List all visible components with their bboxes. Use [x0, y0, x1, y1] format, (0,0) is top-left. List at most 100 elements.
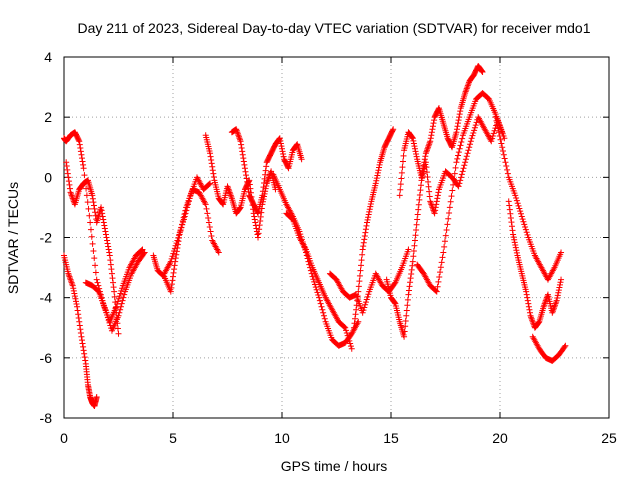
data-point	[204, 210, 211, 217]
data-point	[491, 127, 498, 134]
data-point	[502, 159, 509, 166]
data-point	[451, 170, 458, 177]
data-point	[120, 294, 127, 301]
data-point	[512, 192, 519, 199]
data-point	[90, 199, 97, 206]
data-point	[495, 129, 502, 136]
data-point	[389, 127, 396, 134]
data-point	[499, 148, 506, 155]
data-point	[362, 299, 369, 306]
data-point	[507, 214, 514, 221]
data-point	[403, 307, 410, 314]
data-point	[525, 300, 532, 307]
data-point	[436, 273, 443, 280]
data-point	[452, 164, 459, 171]
data-point	[207, 150, 214, 157]
data-point	[105, 243, 112, 250]
data-point	[263, 182, 270, 189]
data-point	[435, 189, 442, 196]
series-arc-n	[396, 63, 486, 199]
data-point	[461, 162, 468, 169]
data-point	[494, 121, 501, 128]
data-point	[215, 249, 222, 256]
data-point	[375, 167, 382, 174]
data-point	[81, 354, 88, 361]
series-arc-d	[82, 249, 148, 334]
data-point	[426, 193, 433, 200]
data-point	[510, 231, 517, 238]
data-point	[69, 282, 76, 289]
data-point	[504, 166, 511, 173]
data-point	[241, 165, 248, 172]
data-point	[453, 129, 460, 136]
data-point	[208, 160, 215, 167]
y-tick-label: -4	[40, 290, 53, 306]
data-point	[535, 319, 542, 326]
data-point	[458, 171, 465, 178]
data-point	[473, 119, 480, 126]
y-tick-label: -2	[40, 230, 53, 246]
data-point	[418, 174, 425, 181]
data-point	[402, 323, 409, 330]
data-point	[117, 290, 124, 297]
data-point	[411, 143, 418, 150]
data-point	[524, 231, 531, 238]
data-point	[115, 295, 122, 302]
data-point	[374, 169, 381, 176]
data-point	[456, 145, 463, 152]
data-point	[517, 208, 524, 215]
series-arc-k	[326, 246, 412, 316]
data-point	[115, 312, 122, 319]
data-point	[104, 311, 111, 318]
data-point	[238, 145, 245, 152]
data-point	[66, 181, 73, 188]
data-point	[255, 230, 262, 237]
data-point	[347, 340, 354, 347]
data-point	[417, 182, 424, 189]
data-point	[366, 206, 373, 213]
data-point	[459, 168, 466, 175]
data-point	[342, 324, 349, 331]
data-point	[169, 277, 176, 284]
data-point	[427, 138, 434, 145]
data-point	[511, 236, 518, 243]
data-point	[399, 158, 406, 165]
data-point	[174, 237, 181, 244]
data-point	[455, 120, 462, 127]
data-point	[512, 242, 519, 249]
data-point	[410, 248, 417, 255]
data-point	[555, 289, 562, 296]
data-point	[91, 255, 98, 262]
data-point	[70, 285, 77, 292]
data-point	[421, 156, 428, 163]
data-point	[257, 213, 264, 220]
data-point	[101, 222, 108, 229]
data-point	[76, 322, 83, 329]
data-point	[407, 275, 414, 282]
data-point	[511, 239, 518, 246]
data-point	[311, 278, 318, 285]
chart-ticks: 0 5 10 15 20 25 -8 -6 -4 -2 0 2 4	[40, 49, 617, 446]
data-point	[110, 284, 117, 291]
data-point	[409, 262, 416, 269]
data-point	[446, 210, 453, 217]
data-point	[353, 306, 360, 313]
data-point	[177, 226, 184, 233]
data-point	[434, 192, 441, 199]
data-point	[107, 257, 114, 264]
data-point	[423, 169, 430, 176]
data-point	[170, 250, 177, 257]
series-arc-b	[61, 129, 146, 325]
data-point	[83, 192, 90, 199]
data-point	[185, 198, 192, 205]
data-point	[431, 117, 438, 124]
series-arc-r	[505, 198, 565, 331]
data-point	[454, 155, 461, 162]
data-point	[556, 281, 563, 288]
data-point	[80, 343, 87, 350]
data-point	[413, 151, 420, 158]
data-point	[460, 165, 467, 172]
data-point	[509, 227, 516, 234]
data-point	[401, 328, 408, 335]
